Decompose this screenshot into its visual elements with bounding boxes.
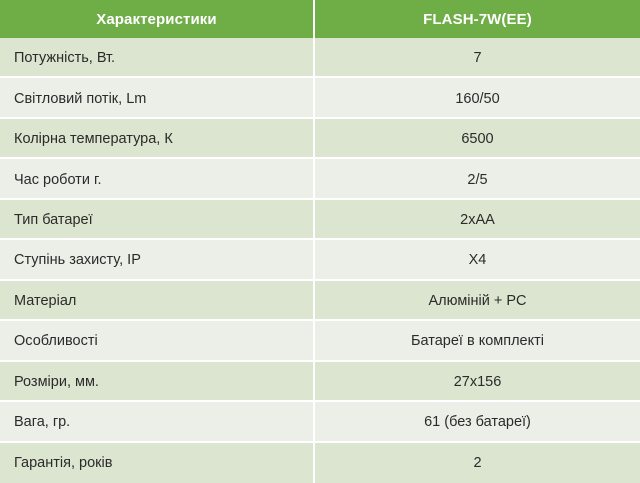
table-body: Потужність, Вт. 7 Світловий потік, Lm 160/5…	[0, 38, 640, 483]
cell-parameter-name: Матеріал	[0, 280, 315, 322]
cell-parameter-value: 61 (без батареї)	[314, 402, 640, 443]
cell-parameter-value: 27х156	[314, 361, 640, 403]
cell-parameter-value: X4	[314, 240, 640, 281]
cell-parameter-name: Розміри, мм.	[0, 361, 315, 403]
cell-parameter-name: Гарантія, років	[0, 442, 315, 483]
table-header: Характеристики FLASH-7W(EE)	[0, 0, 640, 38]
cell-parameter-value: 6500	[314, 118, 640, 160]
cell-parameter-value: Батареї в комплекті	[314, 321, 640, 362]
cell-parameter-name: Особливості	[0, 321, 315, 362]
cell-parameter-name: Ступінь захисту, IP	[0, 240, 315, 281]
cell-parameter-value: 7	[314, 38, 640, 79]
table-row: Розміри, мм. 27х156	[0, 361, 640, 403]
table-row: Тип батареї 2хАА	[0, 199, 640, 241]
table-header-row: Характеристики FLASH-7W(EE)	[0, 0, 640, 38]
cell-parameter-name: Колірна температура, К	[0, 118, 315, 160]
cell-parameter-name: Час роботи г.	[0, 159, 315, 200]
cell-parameter-value: 2	[314, 442, 640, 483]
table-row: Ступінь захисту, IP X4	[0, 240, 640, 281]
table-row: Вага, гр. 61 (без батареї)	[0, 402, 640, 443]
table-row: Колірна температура, К 6500	[0, 118, 640, 160]
column-header-characteristics: Характеристики	[0, 0, 315, 38]
cell-parameter-name: Тип батареї	[0, 199, 315, 241]
column-header-model: FLASH-7W(EE)	[314, 0, 640, 38]
cell-parameter-value: Алюміній + PC	[314, 280, 640, 322]
table-row: Світловий потік, Lm 160/50	[0, 78, 640, 119]
table-row: Потужність, Вт. 7	[0, 38, 640, 79]
table-row: Гарантія, років 2	[0, 442, 640, 483]
cell-parameter-value: 2хАА	[314, 199, 640, 241]
table-row: Матеріал Алюміній + PC	[0, 280, 640, 322]
cell-parameter-name: Потужність, Вт.	[0, 38, 315, 79]
cell-parameter-name: Світловий потік, Lm	[0, 78, 315, 119]
cell-parameter-value: 2/5	[314, 159, 640, 200]
cell-parameter-value: 160/50	[314, 78, 640, 119]
cell-parameter-name: Вага, гр.	[0, 402, 315, 443]
table-row: Особливості Батареї в комплекті	[0, 321, 640, 362]
table-row: Час роботи г. 2/5	[0, 159, 640, 200]
